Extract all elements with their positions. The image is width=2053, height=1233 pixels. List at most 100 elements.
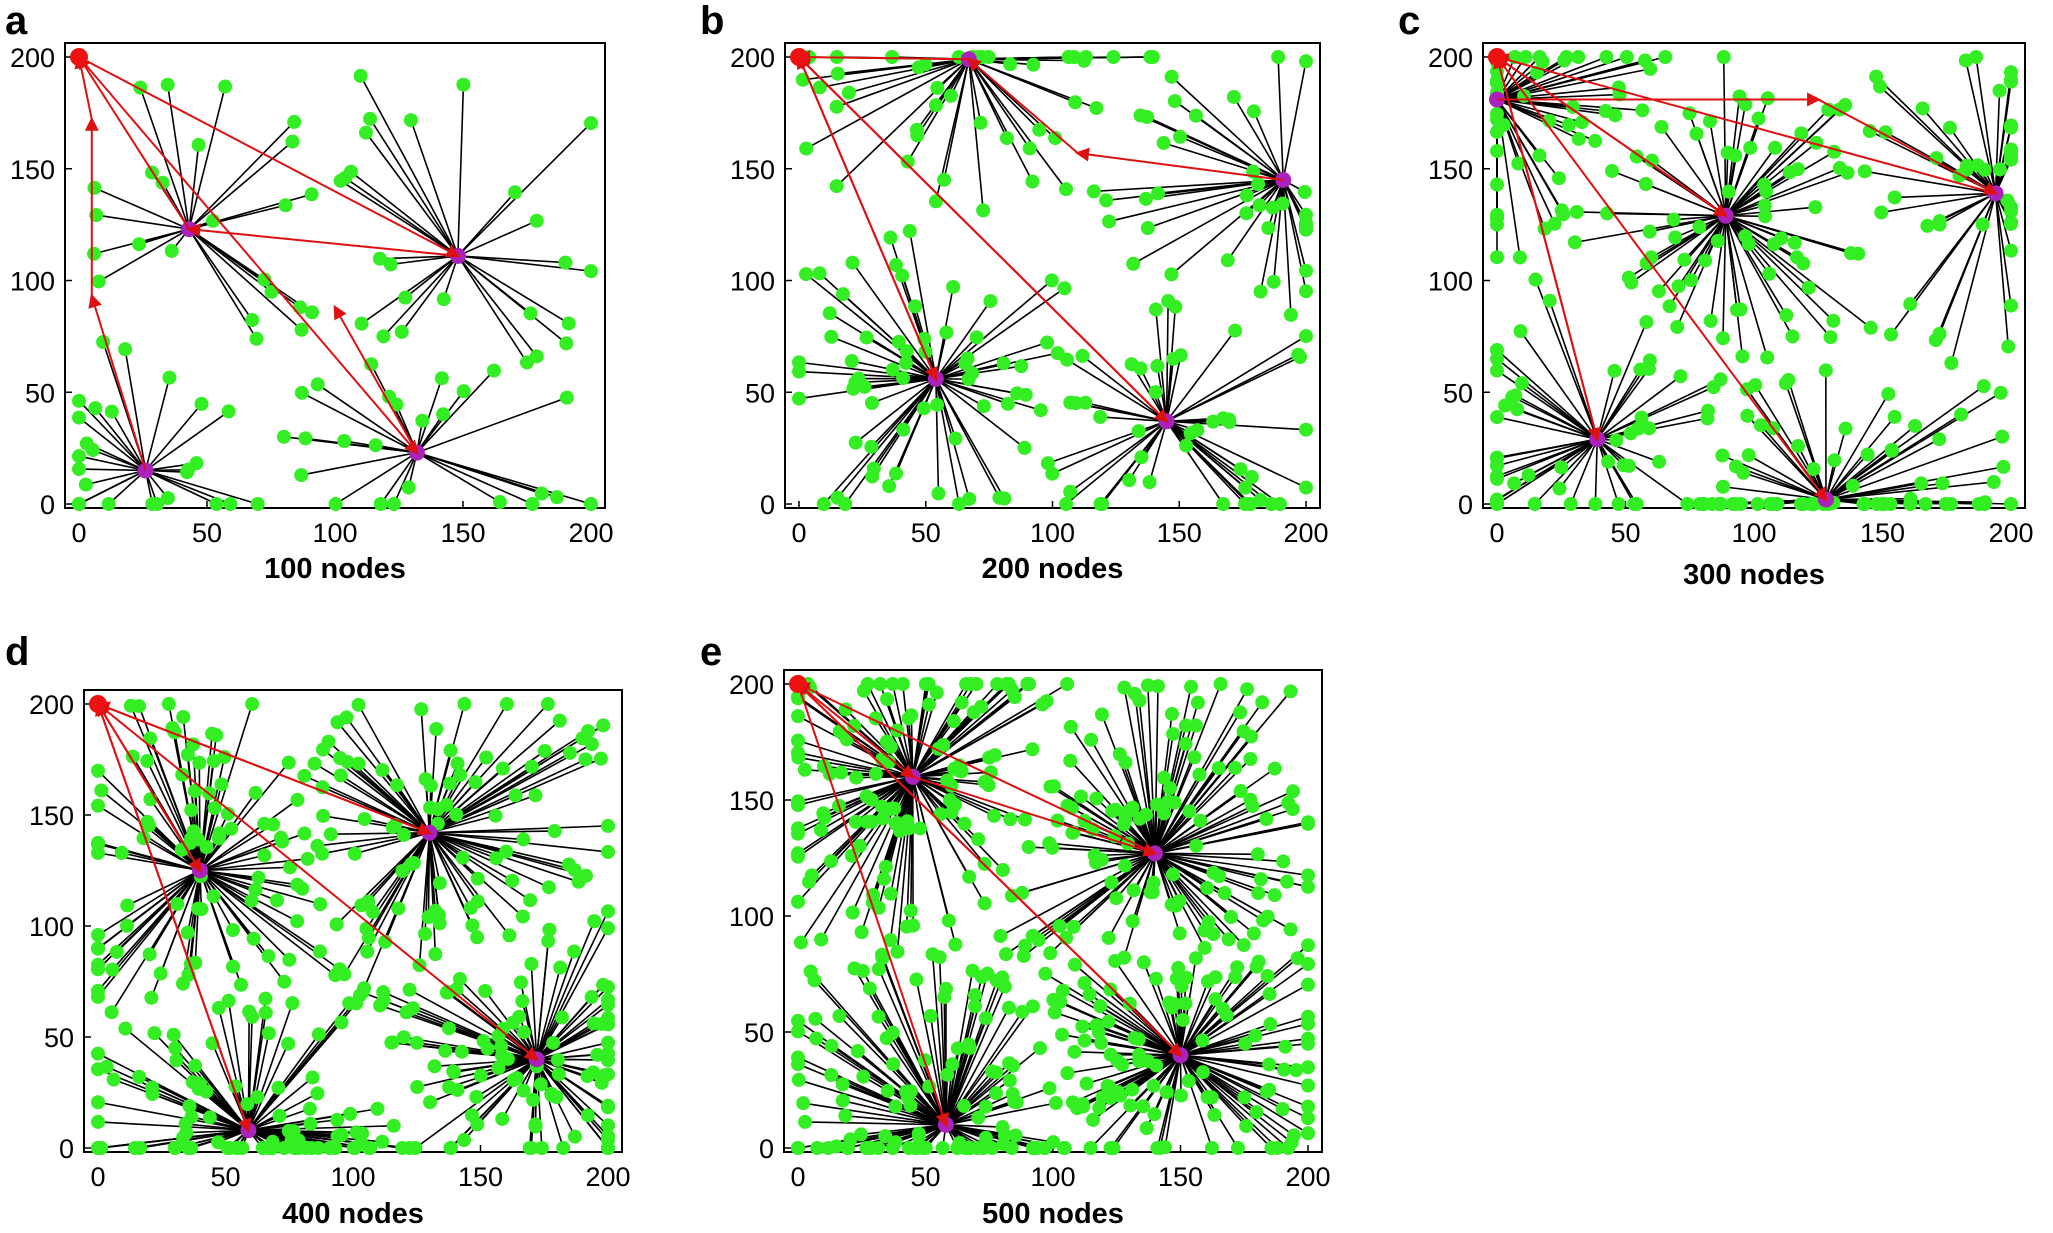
- sensor-node: [996, 356, 1011, 371]
- member-link: [124, 349, 147, 471]
- y-tick-label: 200: [729, 670, 774, 700]
- sensor-node: [1228, 760, 1243, 775]
- sensor-node: [2003, 216, 2018, 231]
- x-tick-label: 50: [210, 1162, 240, 1192]
- sensor-node: [1248, 1028, 1263, 1043]
- sensor-node: [450, 756, 465, 771]
- sensor-node: [1110, 1053, 1125, 1068]
- sensor-node: [1782, 165, 1797, 180]
- member-link: [1165, 420, 1246, 505]
- member-link: [1115, 852, 1156, 899]
- sensor-node: [234, 977, 249, 992]
- sensor-node: [1169, 971, 1184, 986]
- sensor-node: [1138, 191, 1153, 206]
- member-link: [889, 776, 914, 941]
- sensor-node: [941, 913, 956, 928]
- sensor-node: [1286, 784, 1301, 799]
- sensor-node: [841, 85, 856, 100]
- sensor-node: [889, 466, 904, 481]
- member-link: [78, 468, 146, 472]
- member-link: [1725, 214, 1859, 255]
- member-link: [911, 683, 927, 777]
- sensor-node: [523, 893, 538, 908]
- member-link: [886, 698, 914, 778]
- sensor-node: [209, 728, 224, 743]
- sensor-node: [983, 765, 998, 780]
- sensor-node: [864, 439, 879, 454]
- sensor-node: [244, 893, 259, 908]
- sensor-node: [258, 991, 273, 1006]
- sensor-node: [908, 1141, 923, 1155]
- sensor-node: [457, 697, 472, 711]
- member-link: [78, 455, 146, 472]
- sensor-node: [899, 344, 914, 359]
- route-segment: [912, 775, 1158, 857]
- sensor-node: [1184, 679, 1199, 694]
- sensor-node: [601, 844, 615, 859]
- sensor-node: [337, 433, 352, 448]
- sensor-node: [87, 180, 102, 195]
- sensor-node: [265, 1141, 280, 1155]
- sensor-node: [1046, 992, 1061, 1007]
- sensor-node: [945, 1057, 960, 1072]
- sensor-node: [513, 975, 528, 990]
- sensor-node: [257, 272, 272, 287]
- member-link: [535, 1058, 564, 1149]
- sensor-node: [1101, 930, 1116, 945]
- sensor-node: [1165, 867, 1180, 882]
- y-tick-label: 100: [729, 902, 774, 932]
- sensor-node: [223, 497, 238, 511]
- sensor-node: [900, 1090, 915, 1105]
- sensor-node: [1047, 1005, 1062, 1020]
- sensor-node: [132, 1069, 147, 1084]
- sensor-node: [1301, 1111, 1315, 1126]
- sensor-node: [962, 491, 977, 506]
- sensor-node: [981, 50, 996, 64]
- sensor-node: [1700, 411, 1715, 426]
- sensor-node: [1276, 854, 1291, 869]
- sensor-node: [402, 982, 417, 997]
- sensor-node: [556, 1141, 571, 1155]
- sensor-node: [597, 1068, 612, 1083]
- sensor-node: [581, 724, 596, 739]
- sensor-node: [91, 845, 105, 860]
- sensor-node: [1741, 448, 1756, 463]
- sensor-node: [328, 968, 343, 983]
- sensor-node: [853, 1127, 868, 1142]
- sensor-node: [418, 772, 433, 787]
- y-tick-label: 50: [25, 378, 55, 408]
- sensor-node: [294, 322, 309, 337]
- sensor-node: [809, 1031, 824, 1046]
- sensor-node: [1928, 333, 1943, 348]
- sensor-node: [1721, 184, 1736, 199]
- sensor-node: [351, 756, 366, 771]
- member-link: [831, 336, 937, 380]
- sensor-node: [1164, 706, 1179, 721]
- sensor-node: [1757, 198, 1772, 213]
- sensor-node: [832, 1009, 847, 1024]
- sensor-node: [887, 801, 902, 816]
- route-segment: [797, 683, 949, 1128]
- sensor-node: [999, 131, 1014, 146]
- sensor-node: [1178, 736, 1193, 751]
- sensor-nodes: [1490, 50, 2018, 511]
- sensor-node: [1787, 235, 1802, 250]
- sensor-node: [1143, 50, 1158, 64]
- sensor-node: [1823, 330, 1838, 345]
- sensor-node: [1490, 458, 1504, 473]
- member-link: [1725, 215, 1788, 316]
- member-link: [1070, 726, 1156, 854]
- member-link: [382, 255, 459, 337]
- sensor-node: [792, 364, 806, 379]
- sensor-node: [930, 397, 945, 412]
- sensor-node: [1299, 422, 1313, 437]
- sensor-node: [864, 814, 879, 829]
- sensor-node: [456, 384, 471, 399]
- member-link: [815, 1037, 947, 1126]
- sensor-node: [1025, 174, 1040, 189]
- y-tick-label: 200: [730, 43, 775, 73]
- sensor-node: [971, 832, 986, 847]
- sensor-node: [444, 1141, 459, 1155]
- sensor-node: [1104, 875, 1119, 890]
- sensor-node: [1002, 1056, 1017, 1071]
